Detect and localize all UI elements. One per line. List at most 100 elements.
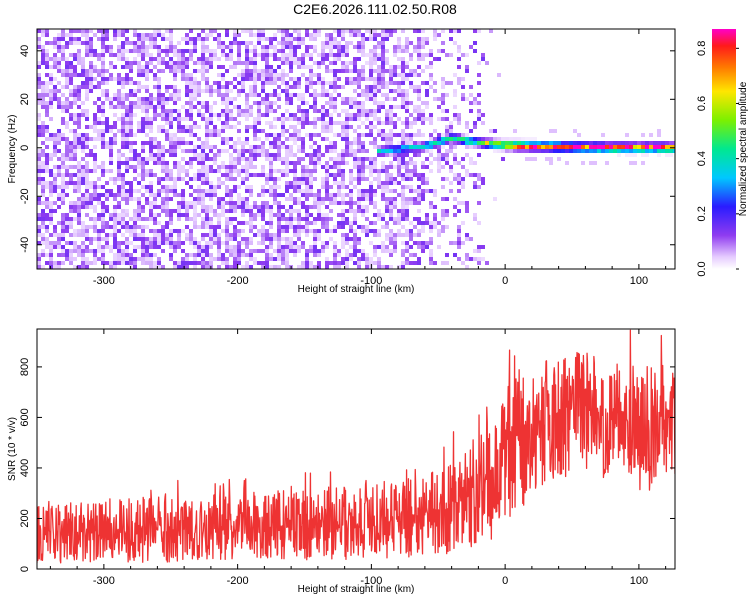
heatmap-cell (145, 169, 149, 173)
heatmap-cell (233, 105, 237, 109)
heatmap-cell (397, 81, 401, 85)
heatmap-cell (65, 253, 69, 257)
heatmap-cell (193, 189, 197, 193)
heatmap-cell (65, 185, 69, 189)
heatmap-cell (105, 45, 109, 49)
heatmap-cell (337, 113, 341, 117)
heatmap-cell (289, 33, 293, 37)
heatmap-cell (409, 185, 413, 189)
heatmap-cell (285, 89, 289, 93)
heatmap-cell (401, 105, 405, 109)
heatmap-cell (285, 237, 289, 241)
heatmap-cell (305, 209, 309, 213)
heatmap-cell (365, 265, 369, 269)
heatmap-cell (341, 157, 345, 161)
heatmap-cell (385, 265, 389, 269)
heatmap-cell (369, 141, 373, 145)
heatmap-cell (589, 149, 593, 153)
heatmap-cell (325, 37, 329, 41)
heatmap-cell (337, 49, 341, 53)
heatmap-cell (101, 237, 105, 241)
heatmap-cell (369, 185, 373, 189)
heatmap-cell (421, 81, 425, 85)
heatmap-cell (157, 125, 161, 129)
heatmap-cell (81, 133, 85, 137)
heatmap-cell (273, 37, 277, 41)
heatmap-cell (237, 53, 241, 57)
heatmap-cell (241, 213, 245, 217)
heatmap-cell (405, 37, 409, 41)
heatmap-cell (661, 145, 665, 149)
heatmap-cell (161, 37, 165, 41)
heatmap-cell (561, 149, 565, 153)
heatmap-cell (217, 245, 221, 249)
heatmap-cell (129, 41, 133, 45)
heatmap-cell (313, 229, 317, 233)
heatmap-cell (53, 57, 57, 61)
heatmap-cell (141, 121, 145, 125)
heatmap-cell (281, 169, 285, 173)
heatmap-cell (117, 213, 121, 217)
heatmap-cell (369, 65, 373, 69)
heatmap-cell (373, 205, 377, 209)
heatmap-cell (253, 257, 257, 261)
heatmap-cell (141, 149, 145, 153)
heatmap-cell (297, 81, 301, 85)
heatmap-cell (237, 113, 241, 117)
heatmap-cell (37, 233, 41, 237)
heatmap-cell (245, 245, 249, 249)
heatmap-cell (437, 221, 441, 225)
heatmap-cell (345, 69, 349, 73)
heatmap-cell (77, 85, 81, 89)
heatmap-cell (433, 89, 437, 93)
heatmap-cell (241, 229, 245, 233)
heatmap-cell (81, 29, 85, 33)
heatmap-cell (305, 217, 309, 221)
heatmap-cell (225, 93, 229, 97)
heatmap-cell (261, 193, 265, 197)
heatmap-cell (349, 193, 353, 197)
heatmap-cell (145, 253, 149, 257)
heatmap-cell (309, 205, 313, 209)
heatmap-cell (341, 237, 345, 241)
heatmap-cell (405, 213, 409, 217)
heatmap-cell (341, 53, 345, 57)
heatmap-cell (277, 245, 281, 249)
heatmap-cell (577, 145, 581, 149)
heatmap-cell (653, 145, 657, 149)
heatmap-cell (201, 265, 205, 269)
heatmap-cell (269, 125, 273, 129)
heatmap-cell (121, 257, 125, 261)
heatmap-cell (453, 145, 457, 149)
heatmap-cell (369, 37, 373, 41)
heatmap-cell (465, 257, 469, 261)
heatmap-cell (273, 89, 277, 93)
heatmap-cell (265, 201, 269, 205)
heatmap-cell (277, 117, 281, 121)
heatmap-cell (81, 41, 85, 45)
heatmap-cell (149, 121, 153, 125)
heatmap-cell (425, 141, 429, 145)
heatmap-cell (385, 137, 389, 141)
heatmap-cell (205, 45, 209, 49)
heatmap-cell (129, 93, 133, 97)
heatmap-cell (61, 233, 65, 237)
heatmap-cell (225, 249, 229, 253)
heatmap-cell (73, 157, 77, 161)
heatmap-cell (41, 265, 45, 269)
heatmap-cell (229, 245, 233, 249)
heatmap-cell (169, 137, 173, 141)
heatmap-cell (317, 237, 321, 241)
heatmap-cell (293, 141, 297, 145)
heatmap-cell (305, 229, 309, 233)
heatmap-cell (545, 141, 549, 145)
heatmap-cell (101, 93, 105, 97)
heatmap-cell (49, 89, 53, 93)
heatmap-cell (133, 49, 137, 53)
heatmap-cell (125, 209, 129, 213)
heatmap-cell (101, 217, 105, 221)
heatmap-cell (389, 181, 393, 185)
heatmap-cell (441, 137, 445, 141)
heatmap-cell (185, 89, 189, 93)
heatmap-cell (217, 57, 221, 61)
